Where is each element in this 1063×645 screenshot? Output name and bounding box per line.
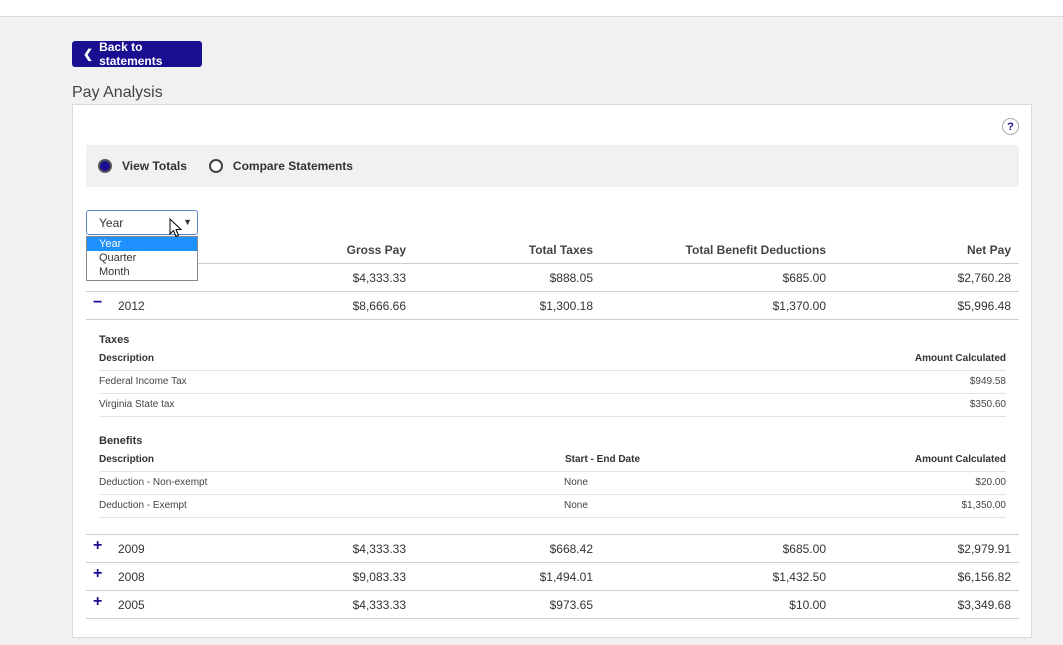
chevron-left-icon: ❮ (83, 47, 94, 61)
divider (99, 517, 1006, 518)
gross-pay-cell: $4,333.33 (352, 542, 406, 556)
benefit-amount: $1,350.00 (961, 500, 1007, 511)
dropdown-arrow-icon: ▼ (183, 217, 192, 227)
radio-unselected-icon (208, 159, 223, 173)
net-pay-cell: $2,760.28 (957, 271, 1011, 285)
year-cell: 2005 (118, 598, 145, 612)
radio-label: View Totals (122, 159, 187, 173)
period-select-value: Year (99, 215, 124, 230)
benefit-description: Deduction - Exempt (99, 500, 187, 511)
divider (86, 291, 1019, 292)
benefits-cell: $10.00 (789, 598, 826, 612)
year-cell: 2008 (118, 570, 145, 584)
back-button-label: Back to statements (99, 40, 163, 68)
view-mode-radio-group: View Totals Compare Statements (86, 145, 1019, 187)
taxes-desc-header: Description (99, 353, 155, 364)
back-to-statements-button[interactable]: ❮ Back to statements (72, 40, 202, 68)
net-pay-cell: $5,996.48 (957, 299, 1011, 313)
benefits-amount-header: Amount Calculated (914, 454, 1006, 465)
benefits-cell: $685.00 (782, 542, 826, 556)
divider (86, 319, 1019, 320)
collapse-icon[interactable]: − (93, 294, 103, 311)
tax-amount: $350.60 (969, 399, 1006, 410)
benefit-description: Deduction - Non-exempt (99, 477, 208, 488)
divider (99, 370, 1006, 371)
year-cell: 2012 (118, 299, 145, 313)
divider (99, 494, 1006, 495)
period-dropdown-list: Year Quarter Month (86, 236, 198, 281)
total-taxes-cell: $668.42 (549, 542, 593, 556)
benefits-cell: $1,432.50 (772, 570, 826, 584)
tax-description: Federal Income Tax (99, 376, 187, 387)
expand-icon[interactable]: + (93, 537, 103, 554)
divider (86, 618, 1019, 619)
divider (86, 562, 1019, 563)
benefits-desc-header: Description (99, 454, 155, 465)
benefits-date-header: Start - End Date (565, 454, 641, 465)
top-bar (0, 0, 1063, 17)
total-taxes-cell: $888.05 (549, 271, 593, 285)
net-pay-cell: $2,979.91 (957, 542, 1011, 556)
radio-label: Compare Statements (232, 159, 353, 173)
benefit-amount: $20.00 (975, 477, 1006, 488)
total-taxes-cell: $973.65 (549, 598, 593, 612)
year-cell: 2009 (118, 542, 145, 556)
gross-pay-cell: $8,666.66 (352, 299, 406, 313)
taxes-title: Taxes (99, 334, 130, 346)
net-pay-cell: $6,156.82 (957, 570, 1011, 584)
radio-compare-statements[interactable]: Compare Statements (208, 159, 353, 173)
mouse-cursor-icon (169, 218, 183, 238)
dropdown-option-quarter[interactable]: Quarter (99, 252, 137, 264)
divider (99, 393, 1006, 394)
divider (99, 471, 1006, 472)
tax-amount: $949.58 (969, 376, 1006, 387)
pay-analysis-panel: ? View Totals Compare Statements Year ▼ … (72, 104, 1032, 638)
benefits-cell: $685.00 (782, 271, 826, 285)
benefit-date: None (564, 500, 588, 511)
taxes-amount-header: Amount Calculated (914, 353, 1006, 364)
header-total-benefit-deductions: Total Benefit Deductions (685, 243, 826, 257)
total-taxes-cell: $1,300.18 (539, 299, 593, 313)
total-taxes-cell: $1,494.01 (539, 570, 593, 584)
gross-pay-cell: $9,083.33 (352, 570, 406, 584)
benefits-title: Benefits (99, 435, 143, 447)
expand-icon[interactable]: + (93, 593, 103, 610)
period-select[interactable]: Year ▼ (86, 210, 198, 235)
divider (86, 263, 1019, 264)
expand-icon[interactable]: + (93, 565, 103, 582)
radio-selected-icon (98, 159, 112, 173)
benefits-cell: $1,370.00 (772, 299, 826, 313)
divider (86, 534, 1019, 535)
help-icon[interactable]: ? (1002, 118, 1019, 135)
divider (86, 590, 1019, 591)
dropdown-option-month[interactable]: Month (99, 266, 130, 278)
gross-pay-cell: $4,333.33 (352, 271, 406, 285)
tax-description: Virginia State tax (99, 399, 175, 410)
gross-pay-cell: $4,333.33 (352, 598, 406, 612)
header-net-pay: Net Pay (966, 243, 1011, 257)
divider (99, 416, 1006, 417)
page-title: Pay Analysis (72, 84, 163, 101)
header-total-taxes: Total Taxes (528, 243, 593, 257)
net-pay-cell: $3,349.68 (957, 598, 1011, 612)
header-gross-pay: Gross Pay (346, 243, 406, 257)
dropdown-option-year[interactable]: Year (87, 237, 197, 251)
radio-view-totals[interactable]: View Totals (98, 159, 187, 173)
benefit-date: None (564, 477, 588, 488)
